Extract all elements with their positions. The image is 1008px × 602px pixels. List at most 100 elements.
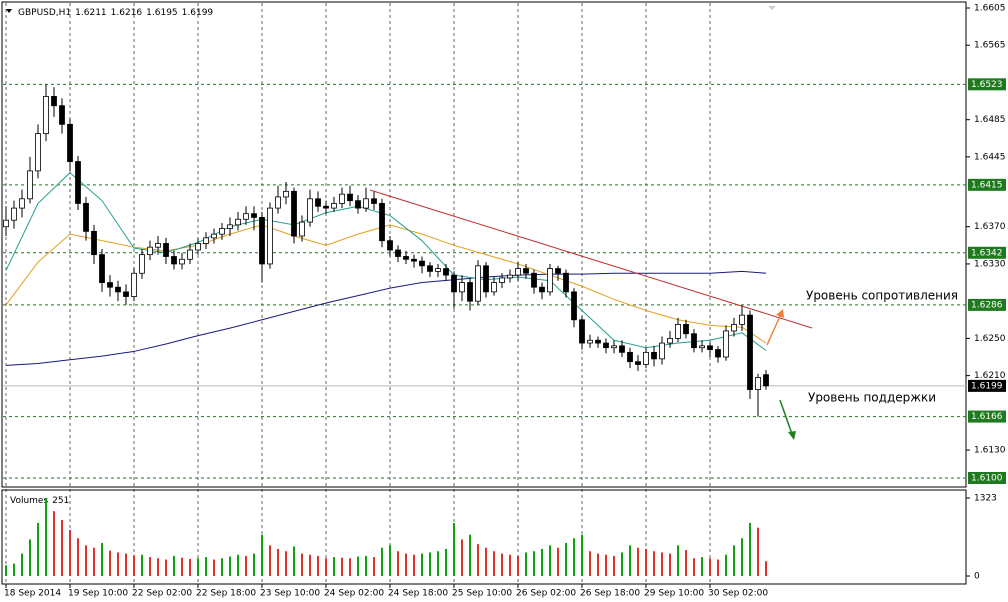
x-tick-label: 24 Sep 18:00 [388, 589, 448, 599]
candle-body [179, 258, 185, 265]
candle-body [123, 291, 129, 297]
candle-body [723, 330, 729, 358]
arrow-up [766, 313, 782, 346]
candle-body [427, 265, 433, 272]
candle-body [491, 282, 497, 293]
menu-triangle[interactable] [6, 9, 12, 13]
candle-body [419, 260, 425, 267]
candle-body [611, 345, 617, 349]
candle-body [203, 237, 209, 244]
candle-body [299, 221, 305, 237]
candle-body [651, 351, 657, 360]
level-label: 1.6523 [971, 80, 1003, 90]
candle-body [163, 243, 169, 257]
y-tick-label: 1.6605 [974, 4, 1006, 14]
shift-marker[interactable] [768, 6, 776, 10]
candle-body [403, 256, 409, 260]
candle-body [131, 272, 137, 297]
candle-body [523, 268, 529, 274]
candle-body [379, 203, 385, 242]
candle-body [27, 170, 33, 200]
candle-body [667, 337, 673, 344]
candle-body [395, 249, 401, 257]
candle-body [259, 217, 265, 265]
y-tick-label: 1.6445 [974, 152, 1006, 162]
y-tick-label: 1.6130 [974, 446, 1006, 456]
x-tick-label: 24 Sep 02:00 [324, 589, 384, 599]
candle-body [515, 268, 521, 276]
level-box [968, 246, 1006, 259]
y-tick-label: 1.6485 [974, 115, 1006, 125]
candle-body [547, 268, 553, 293]
candle-body [275, 196, 281, 209]
candle-body [211, 233, 217, 239]
annotation: Уровень поддержки [808, 391, 936, 405]
candle-body [443, 268, 449, 276]
volume-title: Volumes 251 [10, 496, 69, 506]
candle-body [715, 349, 721, 358]
level-label: 1.6166 [971, 412, 1003, 422]
candle-body [19, 198, 25, 209]
candle-body [619, 345, 625, 353]
candle-body [171, 256, 177, 265]
x-tick-label: 30 Sep 02:00 [708, 589, 768, 599]
last-close: 1.6199 [182, 8, 214, 18]
level-box [968, 472, 1006, 484]
candle-body [411, 258, 417, 262]
candle-body [11, 207, 17, 221]
candle-body [555, 268, 561, 274]
candle-body [307, 198, 313, 223]
candle-body [267, 207, 273, 265]
candle-body [347, 193, 353, 202]
volume-tick-label: 0 [974, 572, 980, 582]
candle-body [139, 254, 145, 274]
arrow-down-head [788, 431, 796, 440]
candle-body [219, 228, 225, 235]
level-label: 1.6100 [971, 474, 1003, 484]
price-box [968, 379, 1006, 392]
y-tick-label: 1.6370 [974, 222, 1006, 232]
candle-body [283, 190, 289, 198]
candle-body [579, 319, 585, 344]
candle-body [187, 249, 193, 260]
candle-body [603, 342, 609, 349]
candle-body [731, 324, 737, 332]
candle-body [739, 314, 745, 325]
symbol: GBPUSD,H1 [18, 8, 71, 18]
x-tick-label: 29 Sep 10:00 [644, 589, 704, 599]
candle-body [75, 161, 81, 204]
candle-body [483, 265, 489, 293]
candle-body [291, 190, 297, 237]
level-box [968, 78, 1006, 91]
candle-body [659, 342, 665, 360]
candle-body [635, 361, 641, 365]
candle-body [691, 333, 697, 349]
candle-body [43, 96, 49, 135]
candle-body [363, 198, 369, 209]
candle-body [227, 224, 233, 229]
candle-body [451, 274, 457, 293]
x-tick-label: 26 Sep 18:00 [580, 589, 640, 599]
last-low: 1.6195 [146, 8, 178, 18]
x-tick-label: 26 Sep 02:00 [516, 589, 576, 599]
volume-panel [1, 489, 967, 585]
candle-body [747, 314, 753, 390]
y-tick-label: 1.6250 [974, 334, 1006, 344]
candle-body [355, 200, 361, 209]
candle-body [107, 282, 113, 288]
candle-body [35, 133, 41, 172]
level-box [968, 410, 1006, 423]
candle-body [675, 324, 681, 339]
candle-body [243, 213, 249, 220]
x-tick-label: 25 Sep 10:00 [452, 589, 512, 599]
candle-body [339, 193, 345, 204]
level-label: 1.6286 [971, 300, 1003, 310]
candle-body [467, 282, 473, 302]
candle-body [91, 230, 97, 256]
candle-body [155, 243, 161, 248]
header: GBPUSD,H1 1.6211 1.6216 1.6195 1.6199 [18, 8, 213, 18]
last-open: 1.6211 [75, 8, 107, 18]
candle-body [83, 203, 89, 232]
candle-body [683, 324, 689, 335]
last-high: 1.6216 [111, 8, 143, 18]
